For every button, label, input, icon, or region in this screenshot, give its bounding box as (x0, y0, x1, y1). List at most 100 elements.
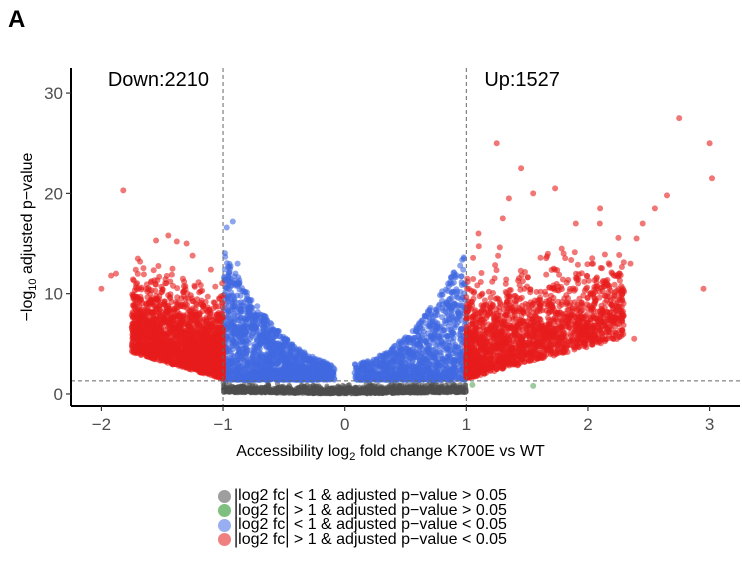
point-p_only (261, 373, 268, 380)
point-p_only (390, 361, 397, 367)
point-p_only (231, 312, 238, 319)
point-both (150, 267, 157, 274)
point-p_only (447, 319, 454, 326)
point-p_only (262, 318, 269, 325)
point-ns (419, 382, 425, 389)
point-p_only (452, 341, 459, 348)
point-p_only (453, 321, 460, 328)
point-p_only (388, 347, 395, 353)
point-p_only (263, 331, 270, 338)
point-p_only (238, 336, 245, 343)
point-p_only (390, 374, 397, 381)
point-p_only (303, 365, 310, 371)
point-p_only (285, 352, 292, 359)
point-p_only (275, 357, 282, 364)
point-ns (354, 389, 360, 395)
point-ns (392, 388, 398, 394)
point-ns (297, 389, 303, 395)
point-p_only (445, 304, 452, 311)
point-p_only (443, 332, 450, 339)
point-p_only (458, 273, 465, 280)
point-p_only (352, 365, 359, 372)
point-ns (396, 383, 402, 389)
point-p_only (432, 367, 439, 374)
point-ns (302, 386, 308, 392)
point-p_only (244, 338, 250, 345)
point-p_only (264, 342, 271, 349)
point-p_only (366, 367, 373, 374)
point-ns (235, 390, 241, 396)
panel-label: A (8, 6, 26, 33)
point-p_only (230, 293, 237, 300)
point-p_only (292, 369, 299, 376)
point-p_only (433, 326, 440, 333)
point-p_only (266, 355, 273, 362)
point-ns (259, 385, 265, 391)
point-p_only (444, 345, 451, 351)
point-ns (368, 390, 374, 396)
point-both (212, 283, 219, 290)
point-p_only (435, 356, 442, 363)
point-both (204, 293, 211, 300)
point-p_only (450, 303, 457, 310)
point-p_only (425, 323, 432, 330)
point-p_only (452, 371, 459, 378)
point-p_only (240, 357, 247, 364)
point-p_only (225, 296, 232, 303)
point-p_only (224, 260, 230, 267)
point-ns (230, 384, 236, 390)
point-p_only (325, 365, 332, 372)
point-p_only (442, 359, 449, 365)
point-p_only (251, 367, 258, 374)
point-p_only (254, 354, 261, 361)
point-p_only (411, 334, 418, 341)
point-ns (249, 389, 255, 395)
point-p_only (452, 274, 459, 281)
point-p_only (244, 347, 251, 354)
point-p_only (412, 369, 419, 376)
point-p_only (249, 332, 256, 339)
point-p_only (237, 328, 244, 335)
point-ns (275, 384, 281, 391)
point-ns (379, 390, 385, 396)
point-p_only (233, 372, 240, 379)
point-p_only (405, 349, 412, 356)
point-p_only (284, 341, 291, 348)
point-p_only (447, 295, 454, 302)
point-p_only (450, 279, 457, 286)
point-p_only (237, 305, 244, 312)
point-p_only (367, 361, 374, 368)
point-p_only (228, 325, 235, 332)
point-p_only (380, 362, 387, 369)
point-p_only (251, 341, 258, 348)
point-p_only (439, 305, 446, 312)
point-ns (386, 387, 392, 393)
point-p_only (374, 362, 380, 369)
point-p_only (434, 341, 441, 348)
point-ns (329, 390, 335, 396)
point-p_only (278, 376, 285, 383)
point-p_only (234, 343, 241, 350)
point-ns (363, 390, 369, 396)
point-p_only (321, 361, 328, 368)
point-p_only (300, 356, 307, 363)
point-both (140, 271, 147, 278)
point-p_only (442, 338, 449, 345)
point-p_only (245, 370, 252, 377)
point-p_only (249, 359, 256, 366)
point-ns (334, 389, 340, 395)
point-p_only (294, 359, 301, 366)
point-p_only (277, 333, 284, 340)
point-p_only (455, 314, 461, 321)
point-p_only (235, 349, 242, 356)
point-ns (246, 382, 252, 388)
point-ns (254, 389, 260, 395)
point-p_only (227, 283, 234, 290)
point-p_only (428, 352, 435, 359)
point-ns (401, 389, 407, 396)
point-ns (432, 389, 438, 395)
point-ns (392, 382, 398, 389)
point-p_only (399, 355, 406, 362)
point-ns (263, 390, 269, 396)
